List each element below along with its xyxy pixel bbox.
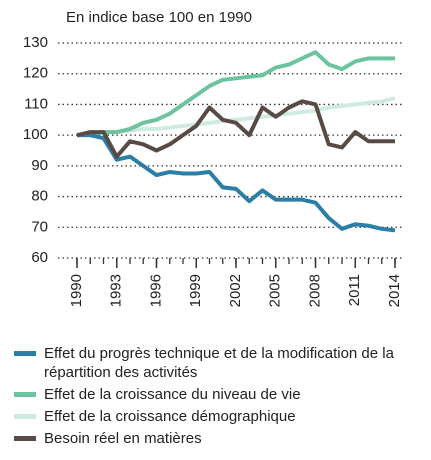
- y-tick-label: 90: [31, 157, 48, 174]
- legend-label: Effet du progrès technique et de la modi…: [44, 345, 394, 381]
- legend-swatch: [14, 351, 36, 356]
- legend: Effet du progrès technique et de la modi…: [14, 344, 429, 451]
- x-tick-label: 2008: [306, 274, 323, 307]
- y-tick-label: 100: [23, 126, 48, 143]
- legend-item: Effet de la croissance démographique: [14, 407, 429, 426]
- legend-label: Besoin réel en matières: [44, 430, 202, 447]
- legend-item: Besoin réel en matières: [14, 429, 429, 448]
- x-tick-label: 2005: [267, 274, 284, 307]
- legend-swatch: [14, 392, 36, 397]
- y-tick-label: 110: [24, 95, 48, 112]
- legend-label: Effet de la croissance démographique: [44, 408, 296, 425]
- x-tick-label: 2011: [346, 274, 363, 306]
- y-tick-label: 120: [23, 65, 48, 82]
- legend-item: Effet de la croissance du niveau de vie: [14, 385, 429, 404]
- series-line: [77, 50, 395, 138]
- x-tick-label: 2014: [386, 274, 403, 307]
- x-tick-label: 1999: [187, 274, 204, 307]
- y-tick-label: 70: [31, 218, 48, 235]
- x-tick-label: 1990: [68, 274, 85, 307]
- x-tick-label: 1993: [108, 274, 125, 307]
- x-tick-label: 1996: [147, 274, 164, 307]
- chart: En indice base 100 en 1990 60 70 80 90 100 11…: [23, 9, 403, 307]
- y-tick-label: 130: [23, 34, 48, 51]
- y-tick-label: 80: [31, 188, 48, 205]
- legend-swatch: [14, 436, 36, 441]
- y-tick-label: 60: [31, 249, 48, 266]
- series-line: [77, 133, 396, 233]
- legend-swatch: [14, 414, 36, 419]
- legend-label: Effet de la croissance du niveau de vie: [44, 386, 301, 403]
- legend-item: Effet du progrès technique et de la modi…: [14, 344, 429, 382]
- x-tick-label: 2002: [227, 274, 244, 307]
- series-line: [76, 99, 395, 159]
- axis-title: En indice base 100 en 1990: [66, 9, 252, 26]
